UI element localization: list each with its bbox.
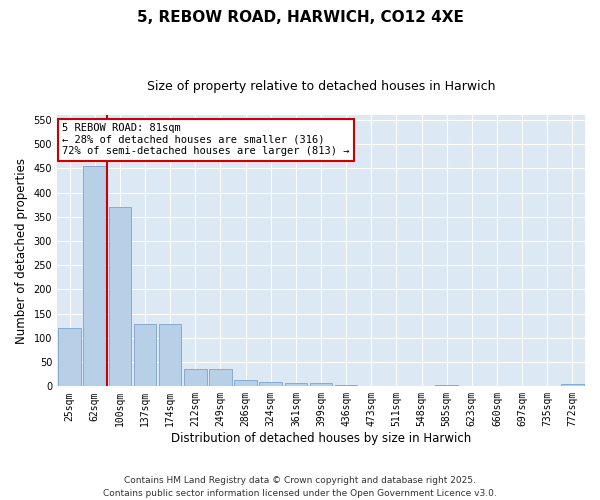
Bar	[310, 384, 332, 386]
Bar	[284, 384, 307, 386]
Bar	[134, 324, 157, 386]
Bar	[184, 370, 206, 386]
Bar	[209, 370, 232, 386]
Y-axis label: Number of detached properties: Number of detached properties	[15, 158, 28, 344]
Title: Size of property relative to detached houses in Harwich: Size of property relative to detached ho…	[147, 80, 495, 93]
Bar	[159, 324, 181, 386]
Text: 5, REBOW ROAD, HARWICH, CO12 4XE: 5, REBOW ROAD, HARWICH, CO12 4XE	[137, 10, 463, 25]
Bar	[58, 328, 81, 386]
Bar	[561, 384, 584, 386]
Text: 5 REBOW ROAD: 81sqm
← 28% of detached houses are smaller (316)
72% of semi-detac: 5 REBOW ROAD: 81sqm ← 28% of detached ho…	[62, 123, 350, 156]
Bar	[83, 166, 106, 386]
X-axis label: Distribution of detached houses by size in Harwich: Distribution of detached houses by size …	[171, 432, 471, 445]
Bar	[234, 380, 257, 386]
Text: Contains HM Land Registry data © Crown copyright and database right 2025.
Contai: Contains HM Land Registry data © Crown c…	[103, 476, 497, 498]
Bar	[109, 207, 131, 386]
Bar	[259, 382, 282, 386]
